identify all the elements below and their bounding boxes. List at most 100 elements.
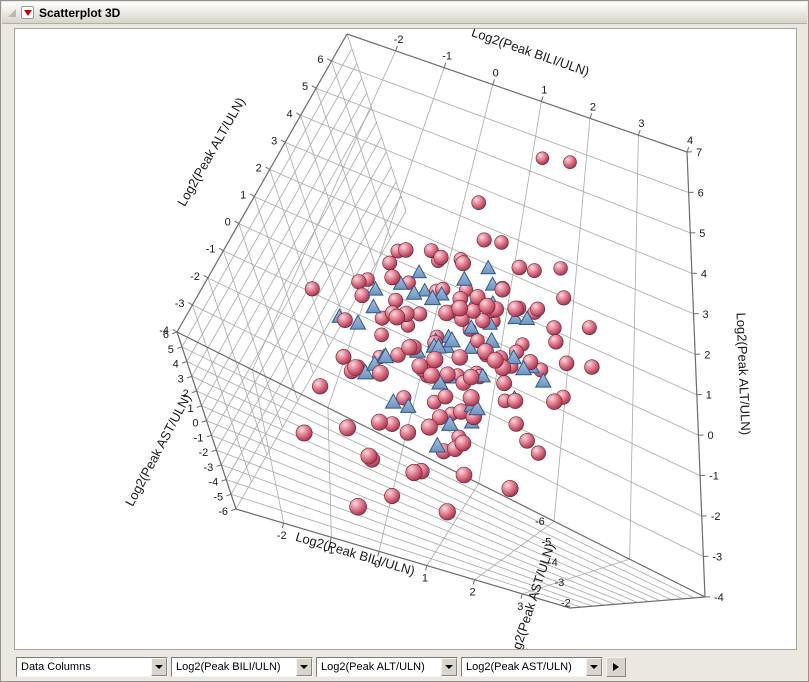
- sphere-point[interactable]: [438, 503, 456, 521]
- sphere-point[interactable]: [398, 242, 414, 258]
- sphere-point[interactable]: [335, 348, 352, 365]
- sphere-point[interactable]: [455, 255, 471, 272]
- sphere-point[interactable]: [405, 463, 423, 482]
- sphere-point[interactable]: [530, 301, 546, 317]
- triangle-point[interactable]: [416, 282, 433, 297]
- triangle-point[interactable]: [442, 331, 461, 348]
- scatterplot-3d-canvas[interactable]: -2 -1 0 1 2 3 4 6 5 4 3 2 1 0 -1 -2 -3 -4 7 6 5 4 3 2 1 0 -1 -2 -3 -4…: [14, 28, 797, 650]
- triangle-point[interactable]: [433, 285, 450, 301]
- chevron-down-icon[interactable]: [151, 658, 167, 676]
- sphere-point[interactable]: [412, 306, 428, 322]
- chevron-down-icon[interactable]: [586, 658, 602, 676]
- sphere-point[interactable]: [304, 281, 320, 297]
- triangle-point[interactable]: [468, 399, 486, 416]
- sphere-point[interactable]: [295, 424, 313, 442]
- triangle-point[interactable]: [423, 289, 442, 306]
- red-triangle-menu-icon[interactable]: [21, 6, 34, 19]
- sphere-point[interactable]: [471, 195, 487, 210]
- triangle-point[interactable]: [507, 309, 524, 325]
- triangle-point[interactable]: [455, 270, 473, 286]
- triangle-point[interactable]: [428, 436, 447, 453]
- sphere-point[interactable]: [399, 424, 417, 441]
- sphere-point[interactable]: [494, 281, 511, 298]
- sphere-point[interactable]: [451, 299, 469, 317]
- sphere-point[interactable]: [463, 368, 480, 386]
- triangle-point[interactable]: [462, 339, 479, 354]
- triangle-point[interactable]: [463, 319, 480, 334]
- sphere-point[interactable]: [411, 357, 429, 375]
- sphere-point[interactable]: [558, 355, 575, 371]
- triangle-point[interactable]: [515, 359, 533, 376]
- chevron-down-icon[interactable]: [296, 658, 312, 676]
- sphere-point[interactable]: [507, 300, 524, 317]
- sphere-point[interactable]: [508, 416, 524, 432]
- sphere-point[interactable]: [454, 434, 472, 452]
- sphere-point[interactable]: [388, 292, 404, 308]
- sphere-point[interactable]: [556, 290, 572, 306]
- sphere-point[interactable]: [530, 445, 547, 461]
- sphere-point[interactable]: [486, 351, 504, 369]
- sphere-point[interactable]: [582, 320, 597, 335]
- sphere-point[interactable]: [388, 308, 406, 326]
- sphere-point[interactable]: [455, 466, 473, 484]
- sphere-point[interactable]: [420, 418, 438, 436]
- triangle-point[interactable]: [365, 298, 382, 314]
- sphere-point[interactable]: [370, 413, 388, 431]
- sphere-point[interactable]: [374, 327, 389, 343]
- triangle-point[interactable]: [405, 284, 423, 300]
- chevron-down-icon[interactable]: [441, 658, 457, 676]
- sphere-point[interactable]: [437, 389, 454, 405]
- triangle-point[interactable]: [384, 392, 402, 409]
- sphere-point[interactable]: [337, 312, 353, 329]
- sphere-point[interactable]: [519, 432, 535, 449]
- triangle-point[interactable]: [480, 259, 497, 275]
- sphere-point[interactable]: [563, 155, 577, 169]
- sphere-point[interactable]: [546, 393, 563, 410]
- sphere-point[interactable]: [312, 378, 329, 395]
- triangle-point[interactable]: [399, 397, 417, 413]
- sphere-point[interactable]: [478, 297, 496, 315]
- triangle-point[interactable]: [367, 280, 384, 296]
- sphere-point[interactable]: [462, 389, 480, 407]
- sphere-point[interactable]: [384, 487, 401, 504]
- sphere-point[interactable]: [496, 375, 513, 392]
- sphere-point[interactable]: [401, 339, 418, 356]
- sphere-point[interactable]: [390, 347, 406, 363]
- sphere-point[interactable]: [511, 259, 527, 276]
- sphere-point[interactable]: [451, 349, 468, 366]
- triangle-point[interactable]: [534, 372, 552, 388]
- sphere-point[interactable]: [553, 261, 568, 276]
- sphere-point[interactable]: [347, 359, 364, 376]
- z-axis-dropdown[interactable]: Log2(Peak AST/ULN): [461, 657, 603, 677]
- sphere-point[interactable]: [475, 313, 491, 329]
- sphere-point[interactable]: [501, 480, 519, 498]
- sphere-point[interactable]: [423, 366, 440, 384]
- sphere-point[interactable]: [351, 274, 367, 290]
- sphere-point[interactable]: [507, 392, 524, 409]
- sphere-point[interactable]: [360, 447, 378, 465]
- y-axis-dropdown[interactable]: Log2(Peak ALT/ULN): [316, 657, 458, 677]
- disclosure-triangle-icon[interactable]: [8, 8, 16, 17]
- data-columns-dropdown[interactable]: Data Columns: [16, 657, 168, 677]
- sphere-point[interactable]: [494, 235, 509, 250]
- sphere-point[interactable]: [584, 359, 600, 375]
- sphere-point[interactable]: [527, 263, 542, 279]
- triangle-point[interactable]: [411, 264, 427, 279]
- triangle-point[interactable]: [440, 414, 459, 431]
- sphere-point[interactable]: [548, 334, 564, 350]
- triangle-point[interactable]: [505, 348, 523, 365]
- sphere-point[interactable]: [426, 351, 444, 369]
- sphere-point[interactable]: [546, 320, 562, 336]
- sphere-point[interactable]: [338, 419, 356, 437]
- sphere-point[interactable]: [433, 249, 449, 266]
- sphere-point[interactable]: [465, 303, 481, 319]
- triangle-point[interactable]: [376, 347, 395, 364]
- triangle-point[interactable]: [349, 314, 367, 330]
- sphere-point[interactable]: [349, 497, 367, 516]
- sphere-point[interactable]: [384, 269, 401, 286]
- sphere-point[interactable]: [476, 232, 492, 248]
- sphere-point[interactable]: [382, 255, 398, 271]
- sphere-point[interactable]: [535, 151, 550, 165]
- triangle-point[interactable]: [518, 310, 536, 325]
- scatterplot-3d[interactable]: -2 -1 0 1 2 3 4 6 5 4 3 2 1 0 -1 -2 -3 -4 7 6 5 4 3 2 1 0 -1 -2 -3 -4…: [15, 29, 797, 650]
